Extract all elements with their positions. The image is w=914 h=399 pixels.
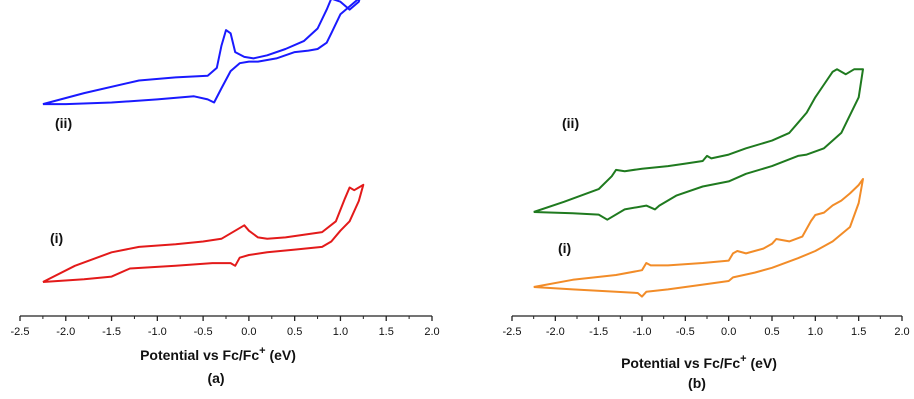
curve-label: (ii) — [55, 115, 72, 131]
x-tick-label: -0.5 — [194, 326, 213, 338]
x-tick-label: 2.0 — [894, 326, 909, 338]
x-tick-label: -1.5 — [589, 326, 608, 338]
x-tick-label: 1.0 — [808, 326, 823, 338]
series-line-ii — [533, 68, 864, 221]
x-tick-label: -2.5 — [11, 326, 30, 338]
x-tick-label: -1.0 — [148, 326, 167, 338]
curve-label: (i) — [50, 230, 63, 246]
x-tick-label: -2.0 — [56, 326, 75, 338]
x-tick-label: 1.5 — [379, 326, 394, 338]
series-line-i — [42, 183, 365, 283]
curve-label: (i) — [558, 240, 571, 256]
x-tick-label: 0.5 — [764, 326, 779, 338]
series-line-i — [533, 178, 864, 298]
x-tick-label: -2.0 — [546, 326, 565, 338]
x-tick-label: -2.5 — [503, 326, 522, 338]
curve-label: (ii) — [562, 115, 579, 131]
x-tick-label: 0.0 — [241, 326, 256, 338]
panel-label: (b) — [688, 375, 706, 391]
x-tick-label: 0.5 — [287, 326, 302, 338]
x-axis-title: Potential vs Fc/Fc+ (eV) — [621, 353, 777, 371]
x-tick-label: 2.0 — [424, 326, 439, 338]
x-tick-label: 1.5 — [851, 326, 866, 338]
series-line-ii — [42, 0, 361, 106]
panel-label: (a) — [207, 370, 224, 386]
x-tick-label: -1.5 — [102, 326, 121, 338]
x-tick-label: -0.5 — [676, 326, 695, 338]
x-tick-label: -1.0 — [633, 326, 652, 338]
x-tick-label: 1.0 — [333, 326, 348, 338]
x-tick-label: 0.0 — [721, 326, 736, 338]
x-axis-title: Potential vs Fc/Fc+ (eV) — [140, 345, 296, 363]
